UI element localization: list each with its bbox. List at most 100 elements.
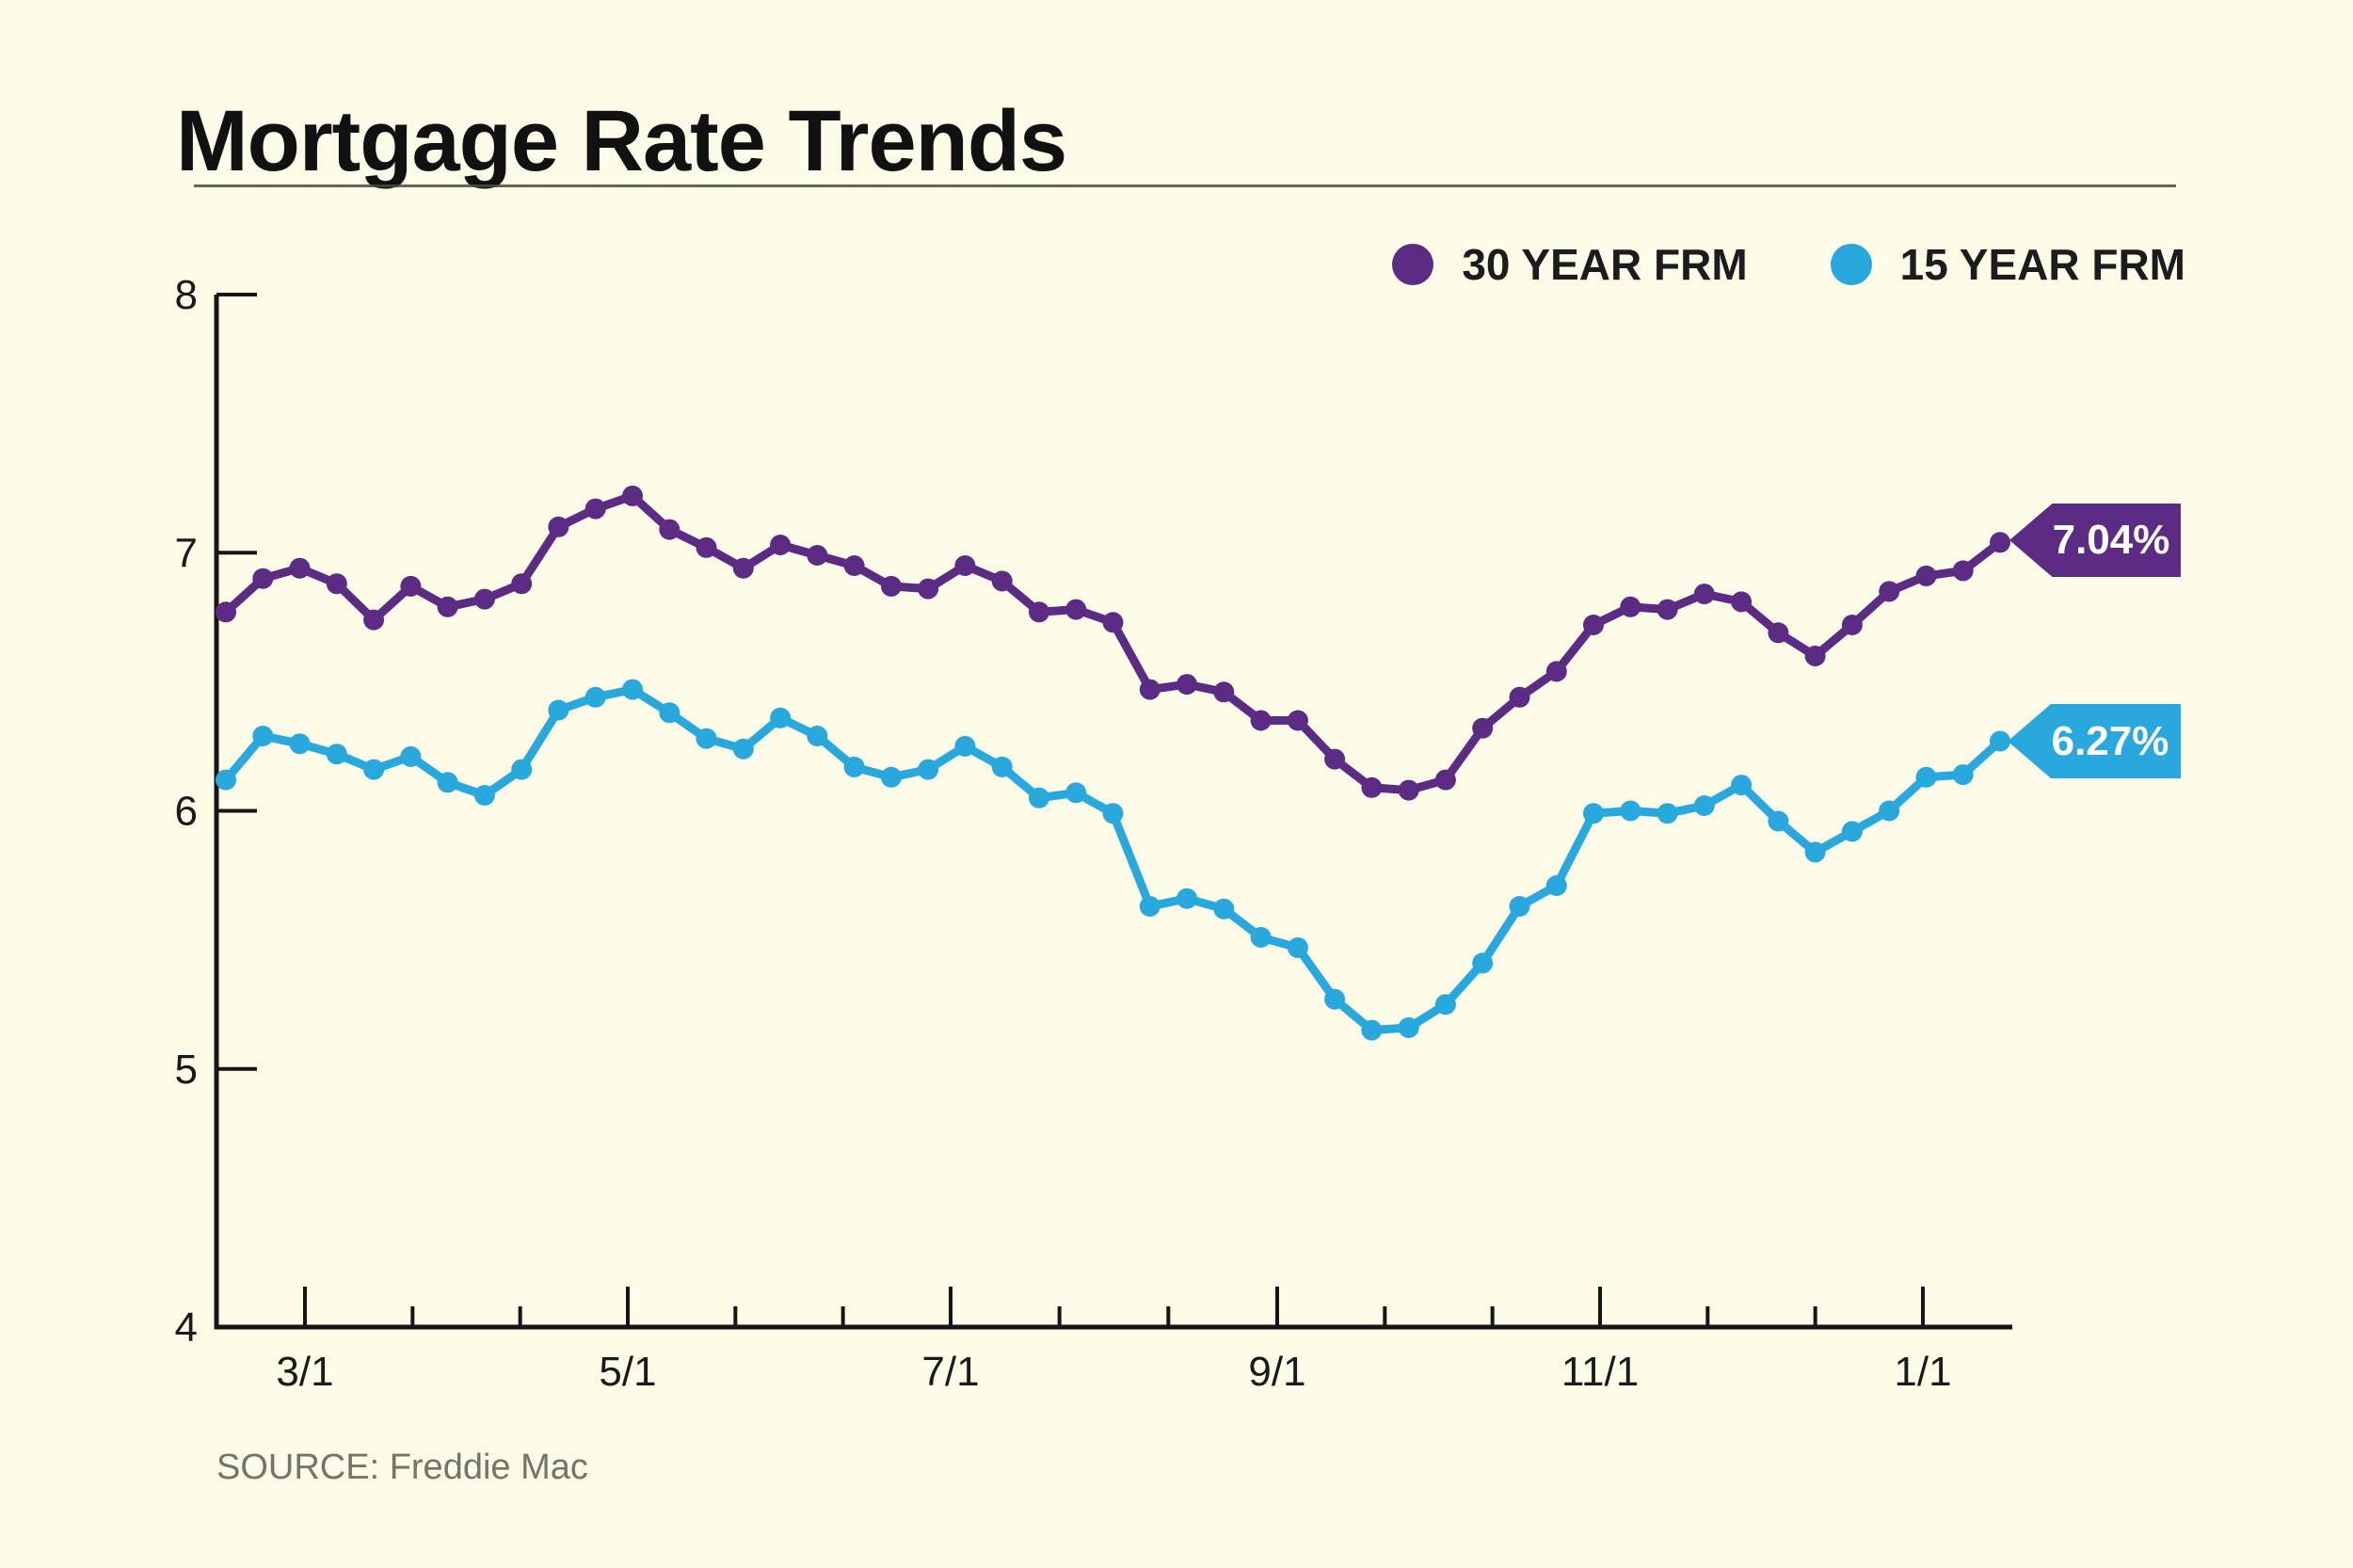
data-point-15yr [732,738,754,760]
data-point-30yr [732,557,754,579]
legend-dot-30yr-icon [1392,244,1434,285]
data-point-30yr [1545,661,1567,682]
data-point-15yr [1176,888,1197,909]
data-point-15yr [1657,803,1678,824]
data-point-30yr [326,573,347,595]
data-point-15yr [1731,775,1753,796]
data-point-15yr [659,702,680,724]
x-tick-label: 9/1 [1248,1349,1305,1395]
data-point-15yr [1990,730,2010,752]
data-point-30yr [1583,615,1604,635]
data-point-15yr [363,759,385,780]
data-point-30yr [1176,674,1197,696]
data-point-15yr [1434,994,1456,1016]
series-line-15yr [221,685,2005,1035]
data-point-15yr [1102,803,1124,824]
data-point-15yr [1398,1016,1419,1038]
data-point-30yr [1952,560,1974,582]
y-tick-label: 7 [175,530,198,576]
data-point-15yr [1361,1019,1383,1041]
data-point-15yr [1693,795,1715,816]
data-point-15yr [1250,926,1272,948]
y-tick-label: 6 [175,789,198,835]
data-point-15yr [807,726,828,746]
page-title: Mortgage Rate Trends [176,93,1067,189]
data-point-30yr [770,535,792,555]
data-point-15yr [1768,810,1789,832]
data-point-30yr [807,545,828,566]
data-point-15yr [216,769,236,791]
data-point-15yr [1287,936,1308,958]
y-tick-label: 5 [175,1047,198,1093]
x-tick-label: 3/1 [276,1349,333,1395]
rate-value-30yr: 7.04% [2052,517,2170,563]
data-point-15yr [1804,841,1826,863]
data-point-30yr [1620,596,1641,617]
data-point-15yr [1509,896,1530,917]
data-point-30yr [696,536,717,558]
data-point-30yr [991,570,1013,592]
data-point-15yr [289,733,311,755]
data-point-15yr [1139,896,1160,917]
data-point-30yr [1287,710,1308,731]
data-point-15yr [1952,764,1974,786]
data-point-30yr [1213,681,1235,703]
data-point-15yr [400,745,422,767]
data-point-15yr [548,699,569,721]
x-tick-label: 11/1 [1561,1349,1639,1395]
data-point-30yr [437,596,458,617]
data-point-15yr [1213,898,1235,920]
data-point-30yr [473,588,495,610]
y-tick-label: 8 [175,272,198,318]
data-point-30yr [584,498,606,520]
x-tick-label: 7/1 [921,1349,979,1395]
data-point-15yr [918,759,939,780]
data-point-15yr [622,679,643,700]
data-point-30yr [1102,612,1124,633]
data-point-30yr [880,575,902,597]
data-point-30yr [918,578,939,600]
legend-item-30-year-frm: 30 YEAR FRM [1392,239,1748,290]
legend-dot-15yr-icon [1830,244,1872,285]
data-point-15yr [1472,952,1494,974]
data-point-30yr [252,568,274,589]
data-point-30yr [1434,769,1456,791]
data-point-30yr [1361,776,1383,798]
data-point-30yr [1029,601,1049,623]
title-divider [194,184,2176,187]
data-point-15yr [1583,803,1604,824]
data-point-30yr [1693,584,1715,605]
data-point-15yr [843,756,865,777]
data-point-15yr [991,756,1013,777]
data-point-30yr [1768,622,1789,644]
series-line-30yr [221,491,2005,795]
x-tick-label: 1/1 [1894,1349,1951,1395]
data-point-30yr [843,555,865,576]
data-point-15yr [252,726,274,746]
data-point-15yr [1620,800,1641,822]
data-point-15yr [1065,782,1087,804]
legend-item-15-year-frm: 15 YEAR FRM [1830,239,2185,290]
data-point-30yr [289,557,311,579]
y-tick-label: 4 [175,1304,198,1351]
data-point-30yr [1731,591,1753,613]
data-point-15yr [511,759,533,780]
data-point-15yr [880,766,902,788]
data-point-30yr [216,601,236,623]
data-point-15yr [1029,787,1049,808]
data-point-15yr [1879,800,1900,822]
data-point-30yr [659,519,680,540]
data-point-30yr [1841,615,1863,635]
legend-label-30yr: 30 YEAR FRM [1462,240,1748,289]
data-point-30yr [548,516,569,537]
data-point-15yr [1545,875,1567,896]
data-point-30yr [1509,686,1530,708]
rate-tag-15yr: 6.27% [2008,704,2181,778]
data-point-30yr [400,575,422,597]
data-point-15yr [1841,821,1863,842]
data-point-30yr [1472,717,1494,739]
data-point-30yr [954,555,976,576]
data-point-15yr [770,707,792,728]
